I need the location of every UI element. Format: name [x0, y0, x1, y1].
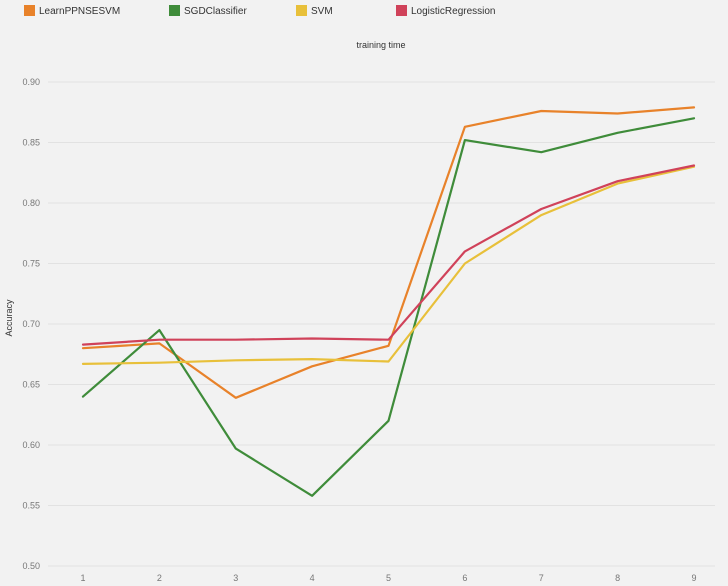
y-tick-label-3: 0.65: [22, 380, 40, 390]
legend-label-0: LearnPPNSESVM: [39, 6, 120, 17]
x-tick-label-4: 5: [386, 573, 391, 583]
x-tick-label-6: 7: [539, 573, 544, 583]
y-tick-label-6: 0.80: [22, 198, 40, 208]
chart-title: training time: [356, 40, 405, 50]
legend-swatch-0: [24, 5, 35, 16]
legend-swatch-3: [396, 5, 407, 16]
x-axis-ticks: 1 2 3 4 5 6 7 8 9: [80, 573, 696, 583]
y-tick-label-2: 0.60: [22, 440, 40, 450]
x-tick-label-0: 1: [80, 573, 85, 583]
x-tick-label-7: 8: [615, 573, 620, 583]
y-tick-label-0: 0.50: [22, 561, 40, 571]
series-line-logisticregression: [81, 164, 696, 346]
legend-label-3: LogisticRegression: [411, 6, 496, 17]
y-axis-ticks: 0.50 0.55 0.60 0.65 0.70 0.75 0.80 0.85 0.90: [22, 77, 40, 571]
series-line-sgdclassifier: [81, 117, 696, 497]
grid-lines: [48, 81, 715, 567]
legend-label-2: SVM: [311, 6, 333, 17]
y-tick-label-8: 0.90: [22, 77, 40, 87]
series-lines: [81, 106, 696, 497]
y-tick-label-4: 0.70: [22, 319, 40, 329]
y-tick-label-1: 0.55: [22, 501, 40, 511]
series-line-svm: [81, 165, 696, 365]
x-tick-label-5: 6: [462, 573, 467, 583]
legend-label-1: SGDClassifier: [184, 6, 247, 17]
legend-swatch-1: [169, 5, 180, 16]
y-tick-label-7: 0.85: [22, 138, 40, 148]
y-tick-label-5: 0.75: [22, 259, 40, 269]
x-tick-label-3: 4: [310, 573, 315, 583]
chart-legend: LearnPPNSESVM SGDClassifier SVM LogisticReg…: [24, 5, 496, 17]
x-tick-label-8: 9: [691, 573, 696, 583]
legend-swatch-2: [296, 5, 307, 16]
x-tick-label-2: 3: [233, 573, 238, 583]
x-tick-label-1: 2: [157, 573, 162, 583]
y-axis-title: Accuracy: [4, 299, 14, 337]
